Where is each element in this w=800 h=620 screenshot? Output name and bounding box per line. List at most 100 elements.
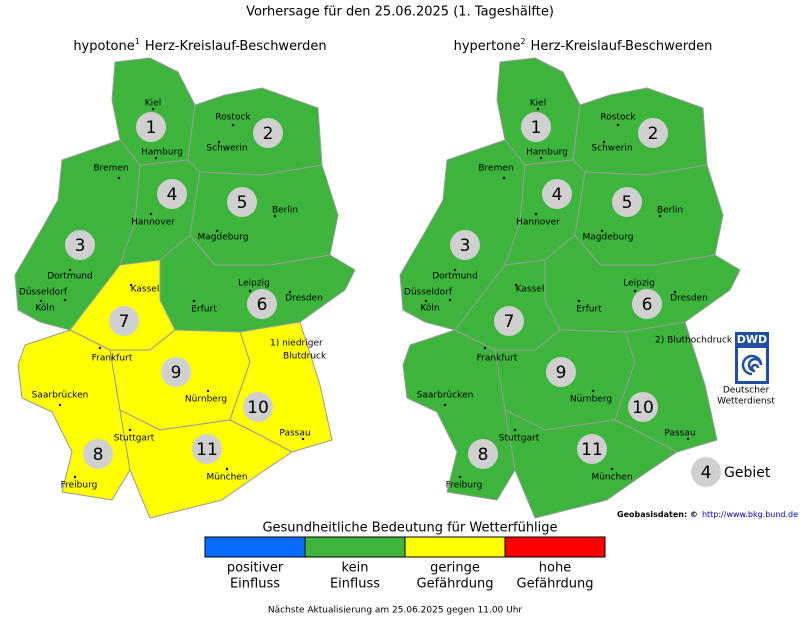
city-dot xyxy=(483,346,487,350)
region-number: 6 xyxy=(642,295,653,315)
city-dot xyxy=(39,299,43,303)
map-title-superscript: 1 xyxy=(135,37,140,46)
legend-swatch xyxy=(304,536,406,558)
city-dot xyxy=(273,214,277,218)
city-dot xyxy=(453,268,457,272)
city-label: Bremen xyxy=(93,164,128,174)
city-label: Hannover xyxy=(516,218,560,228)
map-title-subtitle: Herz-Kreislauf-Beschwerden xyxy=(531,39,713,54)
city-label: Dresden xyxy=(285,294,323,304)
city-label: Freiburg xyxy=(446,481,483,491)
city-label: Bremen xyxy=(478,164,513,174)
city-label: Freiburg xyxy=(61,481,98,491)
region-number: 7 xyxy=(119,312,130,332)
region xyxy=(574,164,724,266)
city-dot xyxy=(288,290,292,294)
city-label: Passau xyxy=(279,429,310,439)
city-dot xyxy=(68,268,72,272)
city-dot xyxy=(225,467,229,471)
region-badge xyxy=(253,118,283,148)
city-dot xyxy=(514,283,518,287)
city-label: Köln xyxy=(35,304,54,314)
region-badge xyxy=(109,306,139,336)
city-dot xyxy=(633,289,637,293)
city-dot xyxy=(616,123,620,127)
region-badge xyxy=(542,179,572,209)
city-label: München xyxy=(206,473,247,483)
region-badge xyxy=(494,306,524,336)
city-label: Frankfurt xyxy=(92,354,133,364)
region-number: 7 xyxy=(504,312,515,332)
city-label: Rostock xyxy=(600,113,636,123)
city-label: München xyxy=(591,473,632,483)
legend-label: kein xyxy=(342,561,369,576)
city-dot xyxy=(424,299,428,303)
legend-label: Gefährdung xyxy=(417,577,494,592)
city-label: Rostock xyxy=(215,113,251,123)
city-label: Leipzig xyxy=(238,279,270,289)
city-label: Dortmund xyxy=(432,272,478,282)
city-label: Hamburg xyxy=(526,148,568,158)
city-dot xyxy=(686,437,690,441)
region-number: 9 xyxy=(171,363,182,383)
source-link: http://www.bkg.bund.de xyxy=(702,510,798,519)
map-note: 1) niedriger xyxy=(270,339,323,349)
city-dot xyxy=(149,212,153,216)
city-dot xyxy=(231,123,235,127)
region-badge xyxy=(521,112,551,142)
footer: Nächste Aktualisierung am 25.06.2025 geg… xyxy=(268,606,523,616)
dwd-caption: Deutscher xyxy=(723,386,770,396)
city-dot xyxy=(301,437,305,441)
region-key-text: Gebiet xyxy=(724,465,771,481)
region-number: 8 xyxy=(93,445,104,465)
region xyxy=(504,409,678,519)
city-label: Nürnberg xyxy=(570,395,612,405)
source-text: Geobasisdaten: © xyxy=(617,510,698,519)
region-number: 1 xyxy=(146,118,157,138)
city-label: Leipzig xyxy=(623,279,655,289)
page-title: Vorhersage für den 25.06.2025 (1. Tagesh… xyxy=(246,5,554,20)
city-label: Stuttgart xyxy=(499,434,540,444)
region-number: 2 xyxy=(263,124,274,144)
city-label: Erfurt xyxy=(576,305,602,315)
city-dot xyxy=(502,176,506,180)
region-number: 4 xyxy=(552,185,563,205)
map-title-main: hypotone xyxy=(73,39,134,54)
map-title: hypotone1 Herz-Kreislauf-Beschwerden xyxy=(73,37,326,54)
city-dot xyxy=(63,298,67,302)
region xyxy=(119,409,293,519)
dwd-logo-swirl xyxy=(741,354,763,376)
region-badge xyxy=(450,230,480,260)
city-label: Stuttgart xyxy=(114,434,155,444)
map-title-main: hypertone xyxy=(454,39,521,54)
city-label: Frankfurt xyxy=(477,354,518,364)
region-number: 3 xyxy=(460,236,471,256)
region-number: 3 xyxy=(75,236,86,256)
city-label: Schwerin xyxy=(206,144,247,154)
region-badge xyxy=(136,112,166,142)
region-key-number: 4 xyxy=(701,463,712,483)
city-label: Berlin xyxy=(272,206,298,216)
region-badge xyxy=(227,187,257,217)
region xyxy=(189,164,339,266)
region-badge xyxy=(83,439,113,469)
map-title-superscript: 2 xyxy=(520,37,525,46)
region-badge xyxy=(577,434,607,464)
region-badge xyxy=(612,187,642,217)
city-dot xyxy=(154,156,158,160)
city-label: Köln xyxy=(420,304,439,314)
city-label: Kiel xyxy=(145,99,161,109)
map-title-subtitle: Herz-Kreislauf-Beschwerden xyxy=(145,39,327,54)
region-number: 9 xyxy=(556,363,567,383)
legend-label: Einfluss xyxy=(330,577,380,592)
region-badge xyxy=(632,289,662,319)
region-badge xyxy=(546,357,576,387)
city-dot xyxy=(673,290,677,294)
city-dot xyxy=(215,229,219,233)
city-dot xyxy=(534,212,538,216)
region-badge xyxy=(468,439,498,469)
city-label: Kiel xyxy=(530,99,546,109)
region-number: 2 xyxy=(648,124,659,144)
city-dot xyxy=(658,214,662,218)
